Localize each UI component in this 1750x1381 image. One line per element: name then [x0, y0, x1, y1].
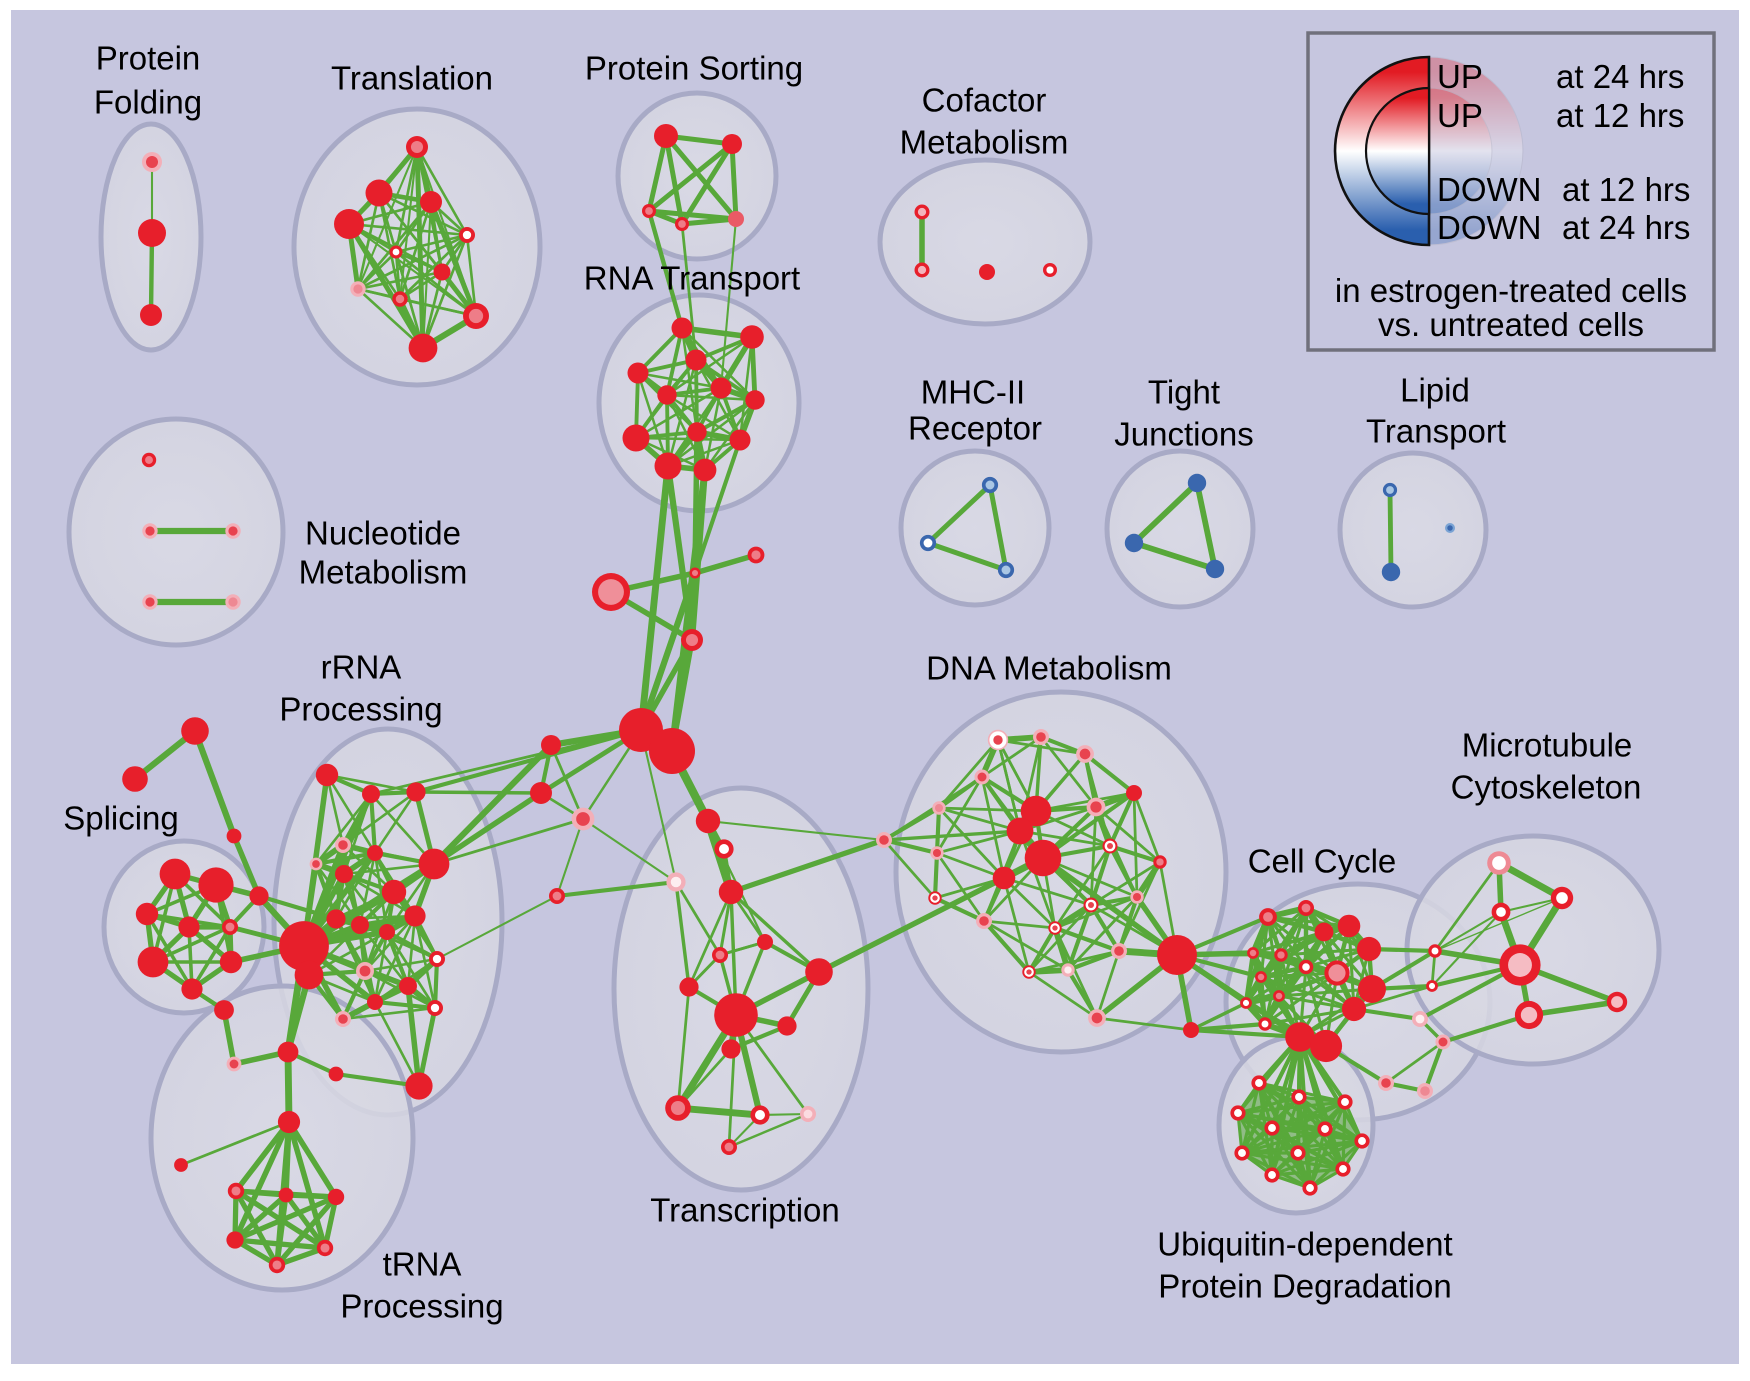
svg-text:Microtubule: Microtubule [1462, 727, 1633, 764]
svg-text:at 24 hrs: at 24 hrs [1556, 58, 1684, 95]
svg-text:vs. untreated cells: vs. untreated cells [1378, 306, 1644, 343]
svg-text:at 24 hrs: at 24 hrs [1562, 209, 1690, 246]
svg-text:RNA Transport: RNA Transport [584, 260, 800, 297]
svg-text:Protein Degradation: Protein Degradation [1158, 1268, 1452, 1305]
svg-text:MHC-II: MHC-II [921, 374, 1025, 411]
svg-text:Cofactor: Cofactor [922, 82, 1047, 119]
svg-text:DNA Metabolism: DNA Metabolism [926, 650, 1172, 687]
svg-text:Protein Sorting: Protein Sorting [585, 50, 803, 87]
svg-text:Lipid: Lipid [1400, 372, 1470, 409]
svg-text:at 12 hrs: at 12 hrs [1562, 171, 1690, 208]
svg-text:rRNA: rRNA [321, 649, 402, 686]
svg-text:DOWN: DOWN [1437, 171, 1541, 208]
svg-text:Cytoskeleton: Cytoskeleton [1451, 769, 1642, 806]
svg-text:Metabolism: Metabolism [900, 124, 1069, 161]
svg-text:Protein: Protein [96, 40, 201, 77]
svg-text:tRNA: tRNA [383, 1246, 462, 1283]
svg-text:Junctions: Junctions [1114, 416, 1253, 453]
svg-text:Cell Cycle: Cell Cycle [1248, 843, 1397, 880]
svg-text:UP: UP [1437, 58, 1483, 95]
svg-text:Ubiquitin-dependent: Ubiquitin-dependent [1157, 1226, 1452, 1263]
svg-text:UP: UP [1437, 97, 1483, 134]
svg-text:Translation: Translation [331, 60, 493, 97]
svg-text:Transport: Transport [1366, 413, 1506, 450]
svg-text:Tight: Tight [1148, 374, 1220, 411]
svg-text:Folding: Folding [94, 84, 202, 121]
svg-text:Processing: Processing [340, 1288, 503, 1325]
svg-text:Metabolism: Metabolism [299, 554, 468, 591]
svg-text:Nucleotide: Nucleotide [305, 515, 461, 552]
svg-text:Processing: Processing [279, 691, 442, 728]
svg-text:DOWN: DOWN [1437, 209, 1541, 246]
svg-text:in estrogen-treated cells: in estrogen-treated cells [1335, 272, 1687, 309]
svg-text:Transcription: Transcription [650, 1192, 840, 1229]
svg-text:at 12 hrs: at 12 hrs [1556, 97, 1684, 134]
svg-text:Receptor: Receptor [908, 410, 1042, 447]
svg-text:Splicing: Splicing [63, 800, 179, 837]
